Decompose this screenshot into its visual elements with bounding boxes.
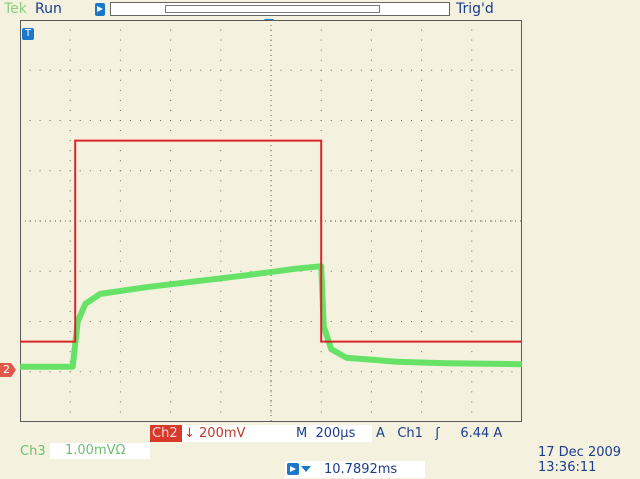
ch1-trace (20, 139, 522, 343)
brand-label: Tek (4, 1, 27, 17)
horizontal-position-box (285, 461, 425, 478)
timebase-readout: M 200µs (288, 425, 378, 442)
graticule (20, 20, 522, 422)
position-arrow-icon (301, 466, 311, 472)
ch2-ground-marker: 2 (0, 363, 16, 377)
trigger-readout: A Ch1 ʃ 6.44 A (372, 425, 522, 442)
ch3-label: Ch3 (20, 444, 46, 459)
rising-edge-icon: ʃ (435, 426, 440, 441)
trigger-state: Trig'd (456, 1, 494, 17)
run-state: Run (35, 1, 62, 17)
time: 13:36:11 (538, 460, 597, 475)
status-bar: Tek Run Trig'd (0, 0, 640, 19)
readout-row: Ch2 ↓ 200mV M 200µs A Ch1 ʃ 6.44 A (150, 425, 525, 442)
horizontal-position: 10.7892ms (324, 462, 398, 477)
ch2-scale: ↓ 200mV (182, 425, 292, 442)
ch2-label: Ch2 (150, 425, 182, 442)
trigger-position-icon-small (287, 463, 299, 475)
trigger-level-icon: T (22, 28, 34, 40)
ch3-scale: 1.00mVΩ (50, 443, 150, 459)
date: 17 Dec 2009 (538, 445, 622, 460)
trigger-position-icon (95, 3, 105, 16)
ch3-trace (20, 263, 522, 370)
record-view-window (165, 5, 380, 13)
